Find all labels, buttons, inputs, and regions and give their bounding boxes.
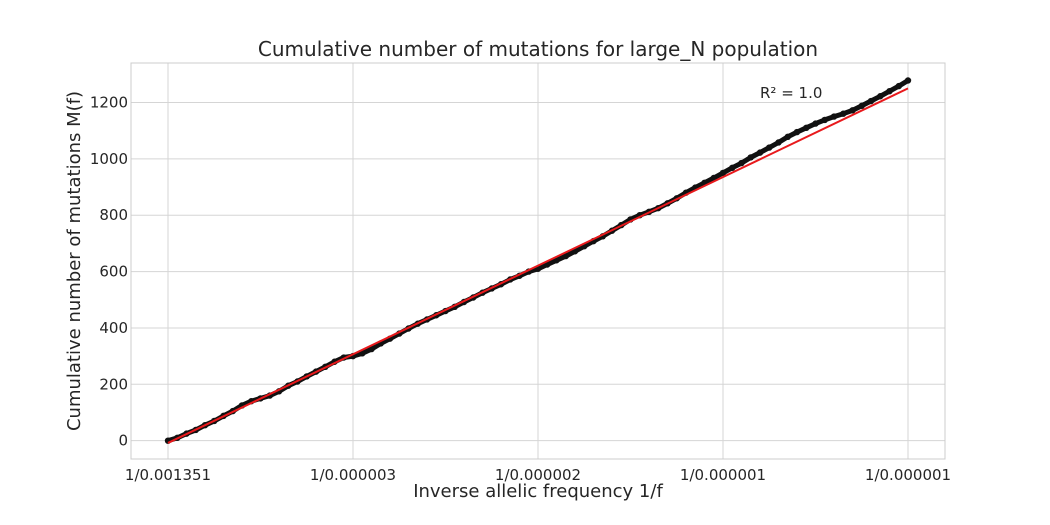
scatter-point	[904, 77, 912, 84]
scatter-point	[729, 164, 736, 172]
x-tick-label: 1/0.000002	[495, 466, 581, 484]
y-tick-labels: 0 200 400 600 800 1000 1200	[90, 93, 128, 449]
scatter-point	[368, 345, 375, 353]
scatter-point	[719, 169, 727, 177]
x-tick-label: 1/0.000001	[680, 466, 766, 484]
y-tick-label: 400	[99, 319, 128, 337]
plot-frame	[130, 62, 946, 460]
scatter-point	[784, 133, 791, 141]
y-tick-label: 800	[99, 206, 128, 224]
fit-line-layer	[167, 87, 909, 444]
scatter-point	[756, 149, 764, 156]
r-squared-annotation: R² = 1.0	[760, 84, 822, 102]
scatter-point	[793, 128, 801, 136]
y-tick-label: 200	[99, 375, 128, 393]
x-tick-label: 1/0.000001	[865, 466, 951, 484]
y-tick-label: 0	[118, 432, 128, 450]
scatter-point	[858, 102, 865, 110]
chart-title: Cumulative number of mutations for large…	[258, 37, 818, 61]
scatter-point	[849, 107, 856, 114]
y-axis-label: Cumulative number of mutations M(f)	[64, 91, 85, 431]
scatter-point	[812, 120, 819, 127]
y-tick-label: 1200	[90, 93, 128, 111]
scatter-point	[840, 110, 847, 117]
x-axis-label: Inverse allelic frequency 1/f	[413, 481, 663, 502]
scatter-point	[830, 113, 838, 120]
fit-line	[167, 87, 909, 444]
x-tick-label: 1/0.000003	[310, 466, 396, 484]
x-tick-labels: 1/0.001351 1/0.000003 1/0.000002 1/0.000001…	[125, 466, 951, 484]
y-tick-label: 1000	[90, 150, 128, 168]
scatter-point	[867, 97, 875, 105]
scatter-point	[877, 93, 884, 100]
scatter-point	[886, 87, 893, 95]
scatter-point	[738, 159, 745, 167]
scatter-point	[553, 257, 560, 264]
y-tick-label: 600	[99, 263, 128, 281]
scatter-point	[821, 116, 828, 124]
scatter-point	[747, 154, 754, 161]
scatter-point	[766, 144, 773, 151]
scatter-point	[803, 124, 810, 132]
scatter-point	[775, 139, 782, 146]
x-tick-label: 1/0.001351	[125, 466, 211, 484]
scatter-point	[895, 82, 902, 90]
scatter-point	[562, 252, 569, 260]
